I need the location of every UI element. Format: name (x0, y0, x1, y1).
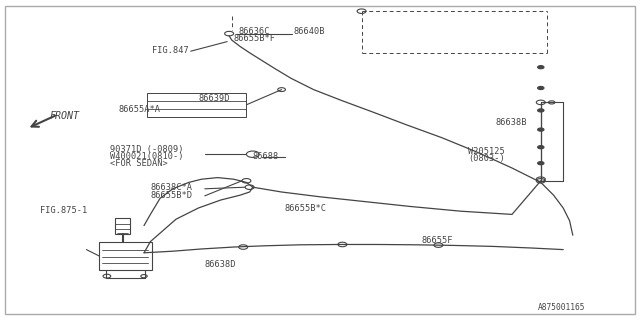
Circle shape (538, 66, 544, 69)
Text: FRONT: FRONT (50, 111, 80, 121)
Text: 86655A*A: 86655A*A (118, 105, 161, 114)
Text: W400021(0810-): W400021(0810-) (110, 152, 184, 161)
Text: 86655B*C: 86655B*C (285, 204, 327, 213)
Text: 86655B*F: 86655B*F (234, 34, 276, 43)
Text: FIG.875-1: FIG.875-1 (40, 206, 87, 215)
Circle shape (538, 162, 544, 165)
Bar (147, 93, 246, 117)
Text: 90371D (-0809): 90371D (-0809) (110, 145, 184, 154)
Text: 86638B: 86638B (495, 118, 527, 127)
Text: (0803-): (0803-) (468, 154, 505, 163)
Text: 86640B: 86640B (293, 27, 324, 36)
Circle shape (538, 109, 544, 112)
Circle shape (538, 86, 544, 90)
Text: W205125: W205125 (468, 147, 505, 156)
Text: 86639D: 86639D (198, 94, 230, 103)
Text: 86688: 86688 (253, 152, 279, 161)
Bar (115, 218, 131, 234)
Text: 86655F: 86655F (421, 236, 452, 245)
Bar (99, 242, 152, 270)
Text: <FOR SEDAN>: <FOR SEDAN> (110, 159, 168, 168)
Text: 86636C: 86636C (238, 27, 269, 36)
Circle shape (538, 128, 544, 131)
Text: A875001165: A875001165 (538, 303, 585, 312)
Text: 86638D: 86638D (205, 260, 236, 269)
Text: 86638C*A: 86638C*A (150, 183, 193, 192)
Circle shape (538, 146, 544, 149)
Text: FIG.847: FIG.847 (152, 46, 189, 55)
Text: 86655B*D: 86655B*D (150, 191, 193, 200)
